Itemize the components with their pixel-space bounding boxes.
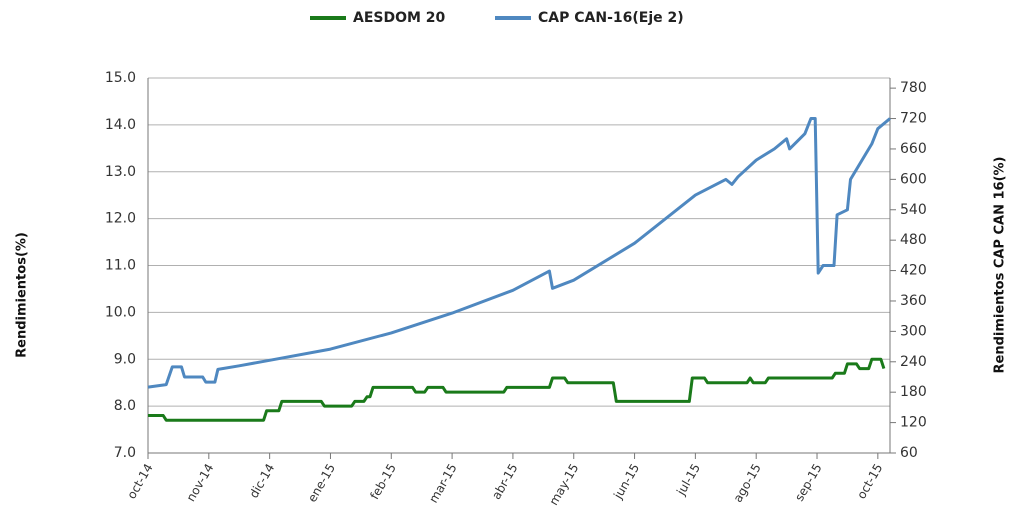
x-tick-label: abr-15 <box>489 461 520 502</box>
y2-tick-label: 120 <box>900 415 927 431</box>
series-line <box>147 117 891 389</box>
y2-tick-label: 240 <box>900 354 927 370</box>
x-tick-label: oct-15 <box>854 461 885 501</box>
y2-tick-label: 300 <box>900 323 927 339</box>
x-tick-label: oct-14 <box>124 461 155 501</box>
y2-tick-label: 480 <box>900 232 927 248</box>
series-line <box>148 357 886 422</box>
y-tick-label: 11.0 <box>105 258 136 274</box>
x-tick-label: mar-15 <box>426 461 460 505</box>
y-tick-label: 12.0 <box>105 211 136 227</box>
y2-axis-title: Rendimientos CAP CAN 16(%) <box>993 157 1008 374</box>
y2-tick-label: 60 <box>900 445 918 461</box>
y2-tick-label: 360 <box>900 293 927 309</box>
y2-tick-label: 180 <box>900 384 927 400</box>
x-tick-label: jun-15 <box>610 461 642 502</box>
y-tick-label: 8.0 <box>114 398 136 414</box>
y-tick-label: 7.0 <box>114 445 136 461</box>
y2-tick-label: 780 <box>900 80 927 96</box>
x-tick-label: feb-15 <box>367 461 399 502</box>
y2-tick-label: 540 <box>900 202 927 218</box>
legend-label: AESDOM 20 <box>353 10 446 26</box>
y2-tick-label: 660 <box>900 141 927 157</box>
x-tick-label: ago-15 <box>731 461 764 504</box>
x-tick-label: may-15 <box>546 461 581 507</box>
y2-tick-label: 600 <box>900 171 927 187</box>
y-tick-label: 9.0 <box>114 351 136 367</box>
y-axis-title: Rendimientos(%) <box>15 232 30 358</box>
y-tick-label: 14.0 <box>105 117 136 133</box>
y-tick-label: 15.0 <box>105 70 136 86</box>
x-tick-label: dic-14 <box>247 461 278 500</box>
x-tick-label: sep-15 <box>792 461 825 503</box>
x-tick-label: jul-15 <box>673 461 703 498</box>
y-tick-label: 13.0 <box>105 164 136 180</box>
y2-tick-label: 720 <box>900 111 927 127</box>
x-tick-label: ene-15 <box>305 461 338 504</box>
y2-tick-label: 420 <box>900 263 927 279</box>
x-tick-label: nov-14 <box>184 461 217 504</box>
y-tick-label: 10.0 <box>105 304 136 320</box>
legend-label: CAP CAN-16(Eje 2) <box>538 10 684 26</box>
